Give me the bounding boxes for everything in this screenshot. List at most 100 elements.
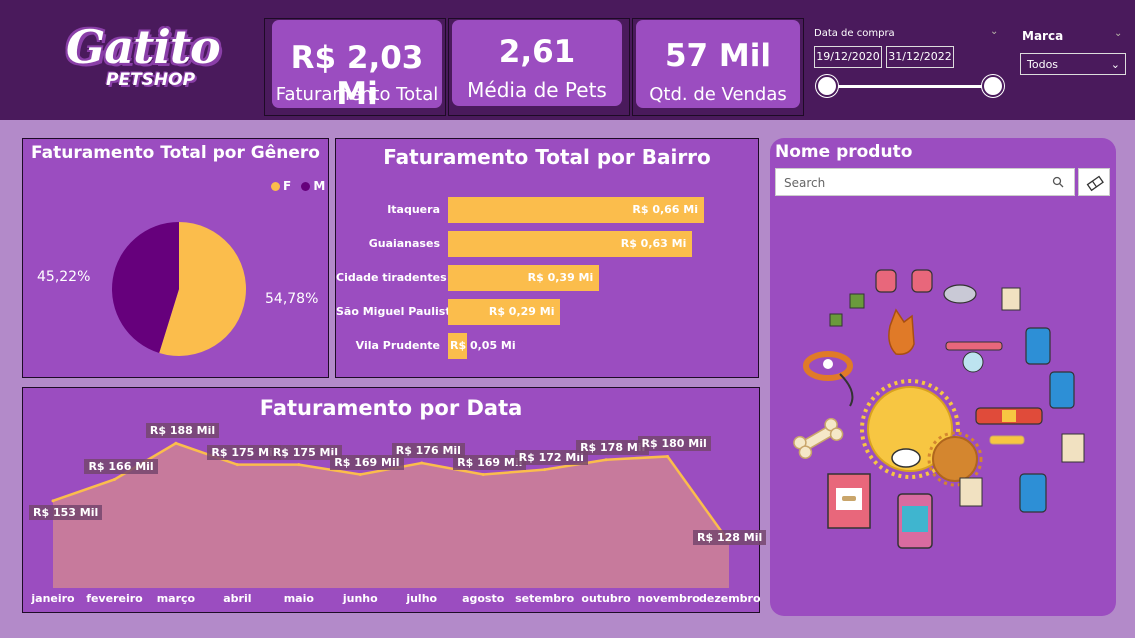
bar[interactable] — [448, 333, 468, 359]
treat-jar-icon — [1001, 287, 1021, 311]
gatito-logo: Gatito PETSHOP — [66, 20, 221, 104]
dog-icon — [888, 308, 915, 356]
mouse-toy-icon — [943, 284, 977, 304]
bar-chart[interactable]: Itaquera R$ 0,66 Mi Guaianases R$ 0,63 Mi Ci… — [336, 139, 760, 379]
x-tick-label: fevereiro — [86, 592, 143, 605]
kpi-qtd-vendas[interactable]: 57 Mil Qtd. de Vendas — [636, 20, 800, 108]
collar-icon — [945, 341, 1003, 351]
kpi-label: Faturamento Total — [275, 84, 439, 105]
pet-products-illustration — [793, 269, 1085, 549]
marca-dropdown-value: Todos — [1027, 58, 1059, 71]
kpi-value: 57 Mil — [664, 38, 772, 74]
bar-data-label: R$ 0,63 Mi — [620, 237, 687, 250]
bar-category-label: Cidade tiradentes — [336, 271, 447, 284]
x-tick-label: agosto — [462, 592, 505, 605]
x-tick-label: julho — [406, 592, 438, 605]
marca-filter-title: Marca — [1022, 29, 1064, 43]
legend-label-m: M — [313, 179, 326, 193]
kpi-frame-media — [448, 18, 630, 116]
bone-icon — [793, 417, 844, 459]
bar-category-label: São Miguel Paulista — [336, 305, 459, 318]
ball-icon — [867, 386, 953, 472]
date-filter-title: Data de compra — [814, 28, 895, 39]
chevron-down-icon[interactable]: ⌄ — [990, 26, 999, 37]
pet-clothes-icon — [875, 269, 897, 293]
pet-clothes-icon — [911, 269, 933, 293]
food-bag-icon — [1019, 473, 1047, 513]
bar[interactable] — [448, 197, 704, 223]
data-point[interactable] — [420, 461, 424, 465]
x-tick-label: setembro — [515, 592, 575, 605]
date-slider-start-handle[interactable] — [816, 75, 838, 97]
logo-word: Gatito — [66, 20, 221, 74]
logo-sub: PETSHOP — [106, 70, 196, 90]
ball-icon — [932, 436, 978, 482]
x-tick-label: novembro — [637, 592, 700, 605]
bar[interactable] — [448, 265, 600, 291]
pie-chart[interactable] — [109, 219, 249, 359]
date-slider-track[interactable] — [826, 85, 994, 88]
x-tick-label: abril — [223, 592, 252, 605]
date-start-input[interactable]: 19/12/2020 — [814, 46, 882, 68]
bar-data-label: R$ 0,29 Mi — [488, 305, 555, 318]
search-icon[interactable] — [1052, 176, 1064, 188]
bar-data-label: R$ 0,66 Mi — [632, 203, 698, 216]
food-bag-icon — [1049, 371, 1075, 409]
kpi-faturamento-total[interactable]: R$ 2,03 Mi Faturamento Total — [272, 20, 442, 112]
data-label: R$ 180 Mil — [637, 436, 711, 452]
data-label: R$ 169 Mil — [330, 454, 404, 470]
treat-jar-icon — [959, 477, 983, 507]
date-slider-end-handle[interactable] — [982, 75, 1004, 97]
pie-slice-f[interactable] — [159, 222, 246, 356]
data-point[interactable] — [358, 473, 362, 477]
pie-legend: F M — [271, 179, 325, 193]
eraser-button[interactable] — [1078, 168, 1110, 196]
bar-category-label: Vila Prudente — [355, 339, 440, 352]
data-label: R$ 153 Mil — [29, 504, 103, 520]
card-faturamento-genero: Faturamento Total por Gênero F M 45,22% … — [22, 138, 329, 378]
header-bar: Gatito PETSHOP R$ 2,03 Mi Faturamento To… — [0, 0, 1135, 120]
kpi-frame-faturamento — [264, 18, 446, 116]
chart-title: Faturamento por Data — [259, 396, 523, 420]
pie-label-f: 54,78% — [265, 291, 319, 307]
kpi-value: R$ 2,03 Mi — [290, 40, 424, 112]
date-end-input[interactable]: 31/12/2022 — [886, 46, 954, 68]
x-tick-label: maio — [283, 592, 314, 605]
data-point[interactable] — [297, 463, 301, 467]
data-label: R$ 176 Mil — [391, 443, 465, 459]
chevron-down-icon[interactable]: ⌄ — [1114, 28, 1123, 39]
marca-dropdown[interactable]: Todos ⌄ — [1020, 53, 1126, 75]
treat-jar-icon — [1061, 433, 1085, 463]
eraser-icon — [1086, 175, 1104, 192]
product-search-input[interactable]: Search — [775, 168, 1075, 196]
pie-slice-m[interactable] — [112, 222, 179, 354]
data-label: R$ 175 Mil — [268, 444, 343, 460]
pie-label-m: 45,22% — [37, 269, 91, 285]
data-label: R$ 178 Mil — [576, 439, 650, 455]
kpi-label: Qtd. de Vendas — [649, 84, 787, 105]
data-point[interactable] — [604, 458, 608, 462]
bar[interactable] — [448, 299, 561, 325]
x-tick-label: janeiro — [31, 592, 75, 605]
data-point[interactable] — [235, 463, 239, 467]
data-point[interactable] — [666, 454, 670, 458]
product-panel-title: Nome produto — [775, 142, 913, 162]
kpi-value: 2,61 — [498, 34, 576, 70]
bar[interactable] — [448, 231, 693, 257]
bar-data-label: R$ 0,05 Mi — [450, 339, 516, 352]
bar-data-label: R$ 0,39 Mi — [527, 271, 594, 284]
area-chart-labels: janeiro R$ 153 Mil fevereiro R$ 166 Mil març… — [23, 388, 767, 614]
legend-swatch-f — [271, 182, 280, 191]
data-point[interactable] — [481, 473, 485, 477]
data-point[interactable] — [543, 468, 547, 472]
x-tick-label: dezembro — [699, 592, 761, 605]
kpi-frame-vendas — [632, 18, 804, 116]
x-tick-label: outubro — [581, 592, 631, 605]
data-point[interactable] — [112, 477, 116, 481]
x-tick-label: junho — [342, 592, 378, 605]
kpi-label: Média de Pets — [467, 78, 607, 102]
data-point[interactable] — [51, 499, 55, 503]
data-point[interactable] — [174, 441, 178, 445]
data-label: R$ 175 Mil — [207, 444, 281, 460]
kpi-media-pets[interactable]: 2,61 Média de Pets — [452, 20, 622, 106]
